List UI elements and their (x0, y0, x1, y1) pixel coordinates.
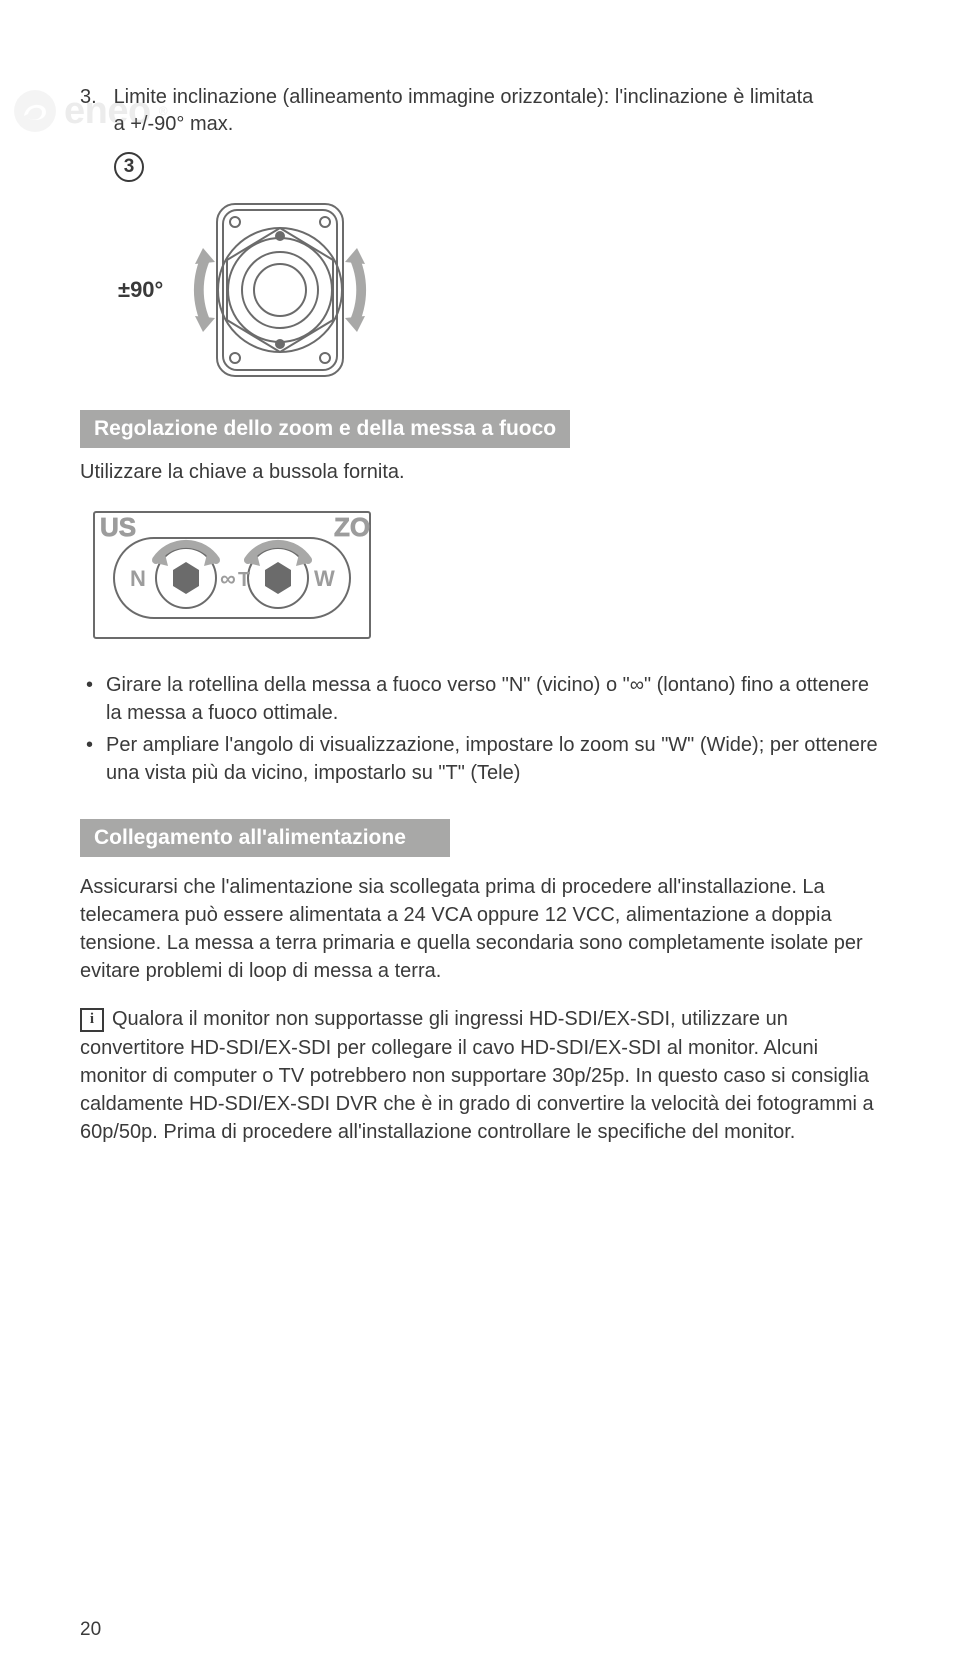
brand-reg-icon: ® (159, 104, 168, 118)
item-text: Limite inclinazione (allineamento immagi… (114, 84, 880, 138)
label-n: N (130, 566, 146, 591)
angle-label: ±90° (118, 277, 163, 303)
eneo-swirl-icon (12, 88, 58, 134)
label-us: US (100, 512, 136, 542)
info-paragraph: iQualora il monitor non supportasse gli … (80, 1005, 880, 1146)
item-text-line1: Limite inclinazione (allineamento immagi… (114, 86, 814, 108)
info-icon: i (80, 1008, 104, 1032)
zoom-intro: Utilizzare la chiave a bussola fornita. (80, 458, 880, 486)
heading-power: Collegamento all'alimentazione (80, 819, 450, 857)
zoom-bullets: Girare la rotellina della messa a fuoco … (80, 671, 880, 787)
brand-logo: eneo ® (12, 88, 168, 134)
numbered-item-3: 3. Limite inclinazione (allineamento imm… (80, 84, 880, 138)
label-zo: ZO (334, 512, 370, 542)
page: eneo ® 3. Limite inclinazione (allineamen… (0, 84, 960, 1675)
label-w: W (314, 566, 335, 591)
diagram-row: ±90° (114, 192, 880, 388)
label-inf: ∞ (220, 566, 236, 591)
focus-zoom-diagram: US ZO N ∞ T W (82, 500, 382, 650)
power-paragraph: Assicurarsi che l'alimentazione sia scol… (80, 873, 880, 985)
brand-name: eneo (64, 90, 151, 133)
label-t: T (238, 569, 250, 591)
camera-rotation-diagram (175, 192, 385, 388)
info-text: Qualora il monitor non supportasse gli i… (80, 1008, 874, 1143)
zoom-bullet-2: Per ampliare l'angolo di visualizzazione… (80, 731, 880, 787)
page-number: 20 (80, 1619, 101, 1641)
circled-number-3: 3 (114, 152, 144, 182)
zoom-bullet-1: Girare la rotellina della messa a fuoco … (80, 671, 880, 727)
heading-zoom-focus: Regolazione dello zoom e della messa a f… (80, 410, 570, 448)
diagram-block-3: 3 ±90° (114, 138, 880, 388)
